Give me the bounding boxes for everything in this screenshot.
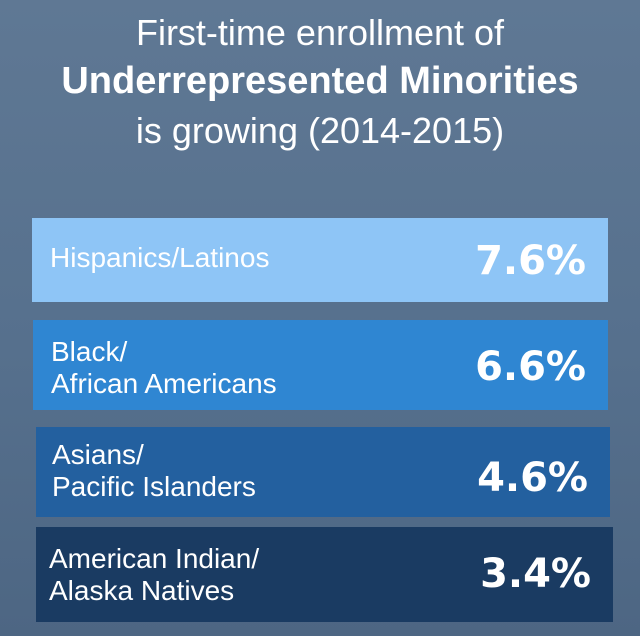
category-bar: Asians/ Pacific Islanders 4.6% [36,427,610,517]
percentage-value: 7.6% [475,238,586,284]
percentage-value: 3.4% [480,551,591,597]
title-line-1: First-time enrollment of [135,12,505,53]
category-bar: Hispanics/Latinos 7.6% [32,218,608,302]
category-label: Asians/ Pacific Islanders [52,439,256,502]
percentage-value: 6.6% [475,344,586,390]
title-line-3: is growing (2014-2015) [135,110,505,151]
percentage-value: 4.6% [477,455,588,501]
category-label: Hispanics/Latinos [50,242,270,273]
title-line-2: Underrepresented Minorities [61,60,579,102]
category-label: Black/ African Americans [51,336,277,399]
category-label: American Indian/ Alaska Natives [49,543,260,606]
chart-title: First-time enrollment of Underrepresente… [0,0,640,200]
category-bar: Black/ African Americans 6.6% [33,320,608,410]
category-bar: American Indian/ Alaska Natives 3.4% [36,527,613,622]
